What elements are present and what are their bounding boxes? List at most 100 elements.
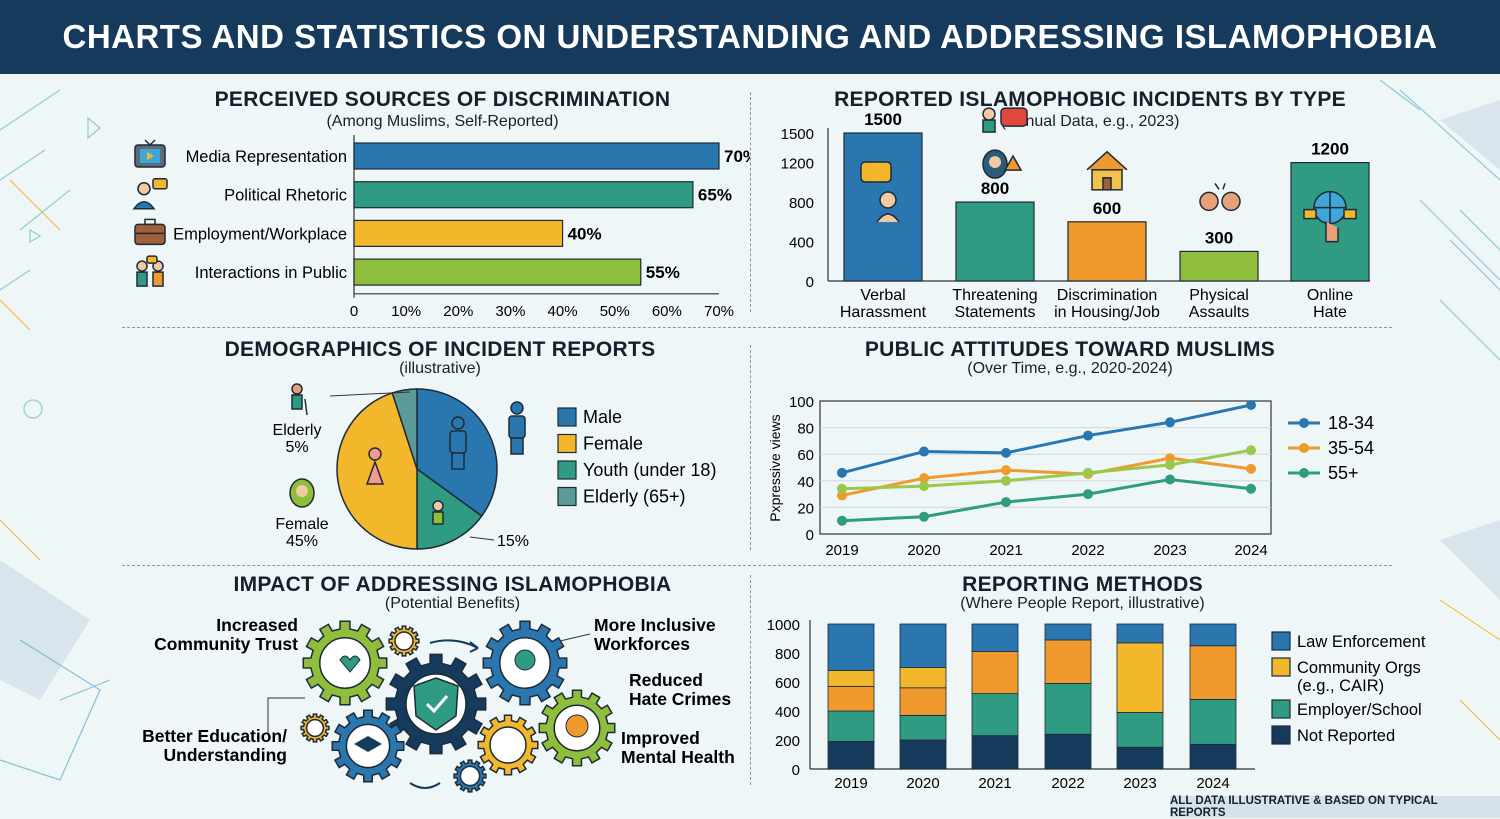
series-line <box>841 456 1252 497</box>
category-label: Physical <box>1189 287 1249 304</box>
legend-swatch <box>557 407 577 427</box>
benefit-label: Increased <box>216 615 298 635</box>
reporting-subtitle: (Where People Report, illustrative) <box>960 595 1205 612</box>
category-label: Assaults <box>1189 304 1249 321</box>
value-label: 40% <box>568 224 602 243</box>
category-label: Discrimination <box>1057 287 1157 304</box>
legend-swatch <box>1271 631 1291 651</box>
leader-line <box>267 697 305 733</box>
arrow <box>409 782 441 789</box>
pie-annotation: Female <box>275 516 328 533</box>
footer-note: ALL DATA ILLUSTRATIVE & BASED ON TYPICAL… <box>1170 795 1500 819</box>
value-label: 1500 <box>864 110 902 129</box>
reporting-chart: 0 200 400 600 800 1000 2019 2020 2021 2022 2023 202… <box>767 617 1426 792</box>
bar <box>955 201 1035 282</box>
speech-bubble-icon <box>860 161 900 223</box>
leader-line <box>469 536 495 541</box>
stacked-segment <box>971 735 1019 770</box>
gear <box>388 625 420 657</box>
category-label: Media Representation <box>186 148 347 166</box>
legend-label: 55+ <box>1328 463 1359 483</box>
attitudes-title: PUBLIC ATTITUDES TOWARD MUSLIMS <box>864 338 1276 361</box>
benefit-label: Improved <box>621 728 700 748</box>
arrow-head <box>469 641 479 653</box>
incidents-subtitle: (Annual Data, e.g., 2023) <box>1000 113 1180 130</box>
y-tick-label: 200 <box>775 733 800 750</box>
stacked-segment <box>1189 645 1237 700</box>
gear-hub <box>305 718 325 738</box>
value-label: 800 <box>981 179 1009 198</box>
stacked-segment <box>899 687 947 716</box>
legend-swatch <box>557 433 577 454</box>
category-label: Statements <box>955 304 1036 321</box>
stacked-segment <box>1044 683 1092 735</box>
y-tick-label: 40 <box>797 474 814 491</box>
bar <box>353 142 720 170</box>
stacked-segment <box>1044 639 1092 684</box>
x-tick-label: 2022 <box>1071 542 1104 559</box>
stacked-segment <box>1116 642 1164 713</box>
value-label: 600 <box>1093 199 1121 218</box>
x-tick-label: 60% <box>652 303 682 320</box>
data-point <box>837 483 847 494</box>
stacked-segment <box>899 667 947 689</box>
bar <box>353 258 642 286</box>
y-tick-label: 1200 <box>781 156 814 173</box>
stacked-segment <box>899 623 947 668</box>
stacked-segment <box>899 714 947 741</box>
x-tick-label: 20% <box>443 303 473 320</box>
person-youth-icon <box>432 500 444 525</box>
leader-line <box>329 391 411 397</box>
category-label: Threatening <box>952 287 1037 304</box>
value-label: 300 <box>1205 228 1233 247</box>
data-point <box>837 467 847 478</box>
legend-swatch <box>1299 468 1309 478</box>
data-point <box>919 481 929 492</box>
benefit-label: Reduced <box>629 670 703 690</box>
y-tick-label: 100 <box>789 394 814 411</box>
series-line <box>841 448 1252 491</box>
y-tick-label: 1500 <box>781 126 814 143</box>
bar <box>353 219 564 247</box>
bar <box>1067 221 1147 282</box>
stacked-segment <box>1189 698 1237 745</box>
legend-label: Law Enforcement <box>1297 633 1426 651</box>
x-tick-label: 0 <box>350 303 358 320</box>
stacked-segment <box>971 651 1019 695</box>
gear <box>453 759 487 793</box>
benefit-label: Workforces <box>594 634 690 654</box>
pie-slice <box>416 467 483 550</box>
benefit-label: Better Education/ <box>142 726 287 746</box>
stacked-segment <box>1044 623 1092 641</box>
benefit-label: Understanding <box>164 745 287 765</box>
x-tick-label: 2020 <box>906 775 939 792</box>
page-title: CHARTS AND STATISTICS ON UNDERSTANDING A… <box>62 18 1438 55</box>
stacked-segment <box>1044 733 1092 770</box>
legend-label: Male <box>583 407 622 427</box>
pie-annotation: 15% <box>497 533 529 550</box>
benefit-label: Hate Crimes <box>629 689 731 709</box>
x-tick-label: 70% <box>704 303 734 320</box>
x-tick-label: 2024 <box>1234 542 1267 559</box>
legend-swatch <box>1299 418 1309 428</box>
stacked-segment <box>1116 623 1164 644</box>
y-axis-label: Pxpressive views <box>767 414 783 521</box>
legend-label: (e.g., CAIR) <box>1297 677 1384 695</box>
legend-swatch <box>1299 443 1309 453</box>
leader-line <box>559 633 591 642</box>
stacked-segment <box>1116 746 1164 770</box>
category-label: Hate <box>1313 304 1347 321</box>
y-tick-label: 400 <box>775 704 800 721</box>
benefit-label: Mental Health <box>621 747 735 767</box>
legend-swatch <box>1271 725 1291 745</box>
legend-swatch <box>1271 657 1291 677</box>
benefit-label: Community Trust <box>154 634 298 654</box>
data-point <box>919 446 929 457</box>
gear-hub <box>459 765 481 787</box>
y-tick-label: 0 <box>792 762 800 779</box>
gear-hub <box>394 631 414 651</box>
incidents-title: REPORTED ISLAMOPHOBIC INCIDENTS BY TYPE <box>834 88 1346 111</box>
stacked-segment <box>899 739 947 770</box>
